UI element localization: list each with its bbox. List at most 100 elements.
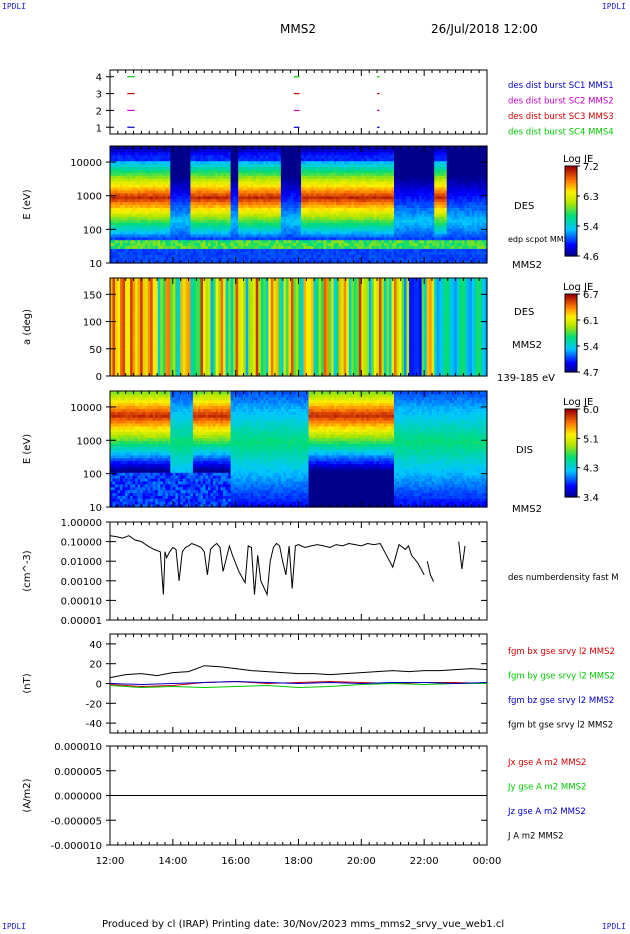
dis-energy-colorbar [565,409,577,498]
des-pitch-colorbar [565,294,577,373]
y-tick-label: 0.00001 [61,616,102,627]
density-ylabel: (cm^-3) [22,550,33,591]
fgm-series-1 [109,682,487,689]
y-tick-label: 10000 [70,403,102,414]
y-tick-label: 100 [83,318,102,329]
legend-1: des dist burst SC1 MMS1 [508,81,614,91]
energy-range-label: 139-185 eV [497,373,555,384]
colorbar-tick-label: 5.1 [583,434,599,445]
y-tick-label: 0.01000 [61,557,102,568]
y-tick-label: -20 [86,699,102,710]
y-tick-label: 1000 [77,436,102,447]
y-tick-label: 150 [83,290,102,301]
scpot-label: edp scpot MMS2 [508,235,574,244]
colorbar-tick-label: 7.2 [583,162,599,173]
y-tick-label: 0.00010 [61,596,102,607]
corner-label-top-right: IPDLI [601,2,626,11]
fgm-legend-1: fgm by gse srvy l2 MMS2 [508,672,615,682]
colorbar-tick-label: 4.3 [583,464,599,475]
footer-text: Produced by cl (IRAP) Printing date: 30/… [102,919,505,930]
y-tick-label: 1.00000 [61,518,102,529]
y-tick-label: 50 [89,345,102,356]
colorbar-tick-label: 6.1 [583,316,599,327]
des-pitch-spectrogram [110,278,488,377]
y-tick-label: 0.10000 [61,538,102,549]
x-tick-label: 20:00 [347,856,376,867]
sc-label: MMS2 [512,340,542,351]
x-tick-label: 22:00 [410,856,439,867]
fgm-legend-3: fgm bt gse srvy l2 MMS2 [508,721,613,731]
y-tick-label: 2 [96,106,102,117]
y-tick-label: 100 [83,470,102,481]
legend-3: des dist burst SC3 MMS3 [508,112,614,122]
y-tick-label: 20 [89,660,102,671]
x-tick-label: 14:00 [158,856,187,867]
colorbar-tick-label: 4.6 [583,252,599,263]
y-tick-label: 1000 [77,192,102,203]
y-tick-label: 0.000010 [54,742,102,753]
burst-panel-frame [109,69,488,135]
y-tick-label: 3 [96,90,102,101]
density-legend: des numberdensity fast M [508,573,619,583]
density-frame [109,521,488,621]
corner-label-bottom-left: IPDLI [2,922,27,931]
colorbar-title: Log JE [563,397,593,408]
des-pitch-ylabel: a (deg) [22,309,33,345]
sc-label: MMS2 [512,260,542,271]
colorbar-frame [564,165,578,257]
des-energy-ylabel: E (eV) [22,189,33,219]
current-legend-0: Jx gse A m2 MMS2 [507,758,586,768]
fgm-ylabel: (nT) [22,673,33,693]
y-tick-label: 10000 [70,158,102,169]
fgm-series-3 [109,665,488,679]
y-tick-label: 10 [89,259,102,270]
colorbar-title: Log JE [563,154,593,165]
colorbar-tick-label: 3.4 [583,493,599,504]
y-tick-label: 0.00100 [61,577,102,588]
y-tick-label: 100 [83,225,102,236]
date-label: 26/Jul/2018 12:00 [431,22,538,36]
dis-label: DIS [516,445,533,456]
colorbar-title: Log JE [563,282,593,293]
page-title: MMS2 [280,22,316,36]
des-energy-colorbar [565,166,577,257]
y-tick-label: -0.000005 [51,816,102,827]
current-legend-1: Jy gse A m2 MMS2 [507,783,586,793]
legend-4: des dist burst SC4 MMS4 [508,128,614,138]
sc-label: MMS2 [512,504,542,515]
density-series-2 [458,541,466,570]
x-tick-label: 00:00 [473,856,502,867]
legend-2: des dist burst SC2 MMS2 [508,97,614,107]
dis-energy-ylabel: E (eV) [22,434,33,464]
y-tick-label: 1 [96,123,102,134]
y-tick-label: -40 [86,719,102,730]
fgm-series-2 [109,680,488,686]
colorbar-tick-label: 6.3 [583,192,599,203]
colorbar-tick-label: 4.7 [583,368,599,379]
des-pitch-label: DES [514,307,534,318]
fgm-legend-2: fgm bz gse srvy l2 MMS2 [508,696,614,706]
colorbar-frame [564,408,578,498]
colorbar-frame [564,293,578,373]
y-tick-label: 0.000000 [54,792,102,803]
y-tick-label: 0 [96,680,102,691]
x-tick-label: 18:00 [284,856,313,867]
dis-energy-spectrogram [110,391,488,508]
current-legend-3: J A m2 MMS2 [507,832,564,842]
density-series-1 [426,561,435,582]
y-tick-label: 0 [96,372,102,383]
current-ylabel: (A/m2) [22,778,33,812]
y-tick-label: 0.000005 [54,767,102,778]
x-tick-label: 12:00 [96,856,125,867]
current-legend-2: Jz gse A m2 MMS2 [507,807,586,817]
fgm-legend-0: fgm bx gse srvy l2 MMS2 [508,647,615,657]
y-tick-label: 4 [96,73,102,84]
x-tick-label: 16:00 [221,856,250,867]
colorbar-tick-label: 5.4 [583,222,599,233]
y-tick-label: -0.000010 [51,841,102,852]
y-tick-label: 10 [89,503,102,514]
colorbar-tick-label: 5.4 [583,342,599,353]
density-series-0 [109,535,425,597]
des-energy-spectrogram [110,146,488,264]
